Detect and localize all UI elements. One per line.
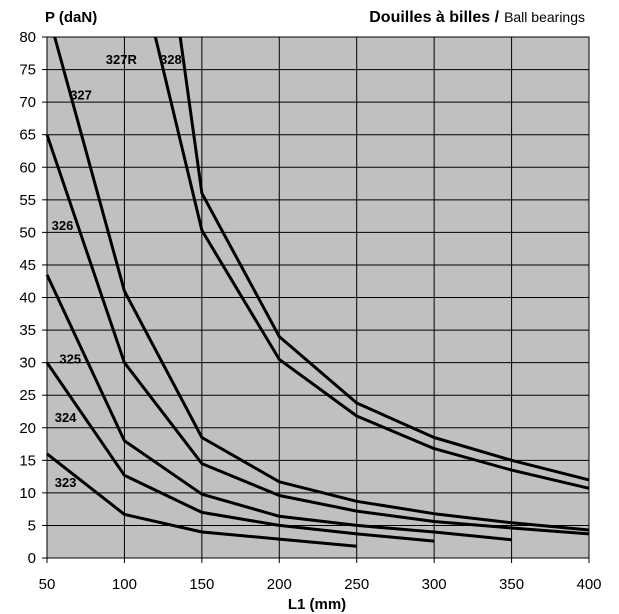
y-tick-label: 55 <box>19 192 36 209</box>
x-tick-label: 400 <box>576 576 601 593</box>
series-line-326 <box>45 134 590 536</box>
y-tick-label: 50 <box>19 224 36 241</box>
y-tick-label: 45 <box>19 257 36 274</box>
y-tick-label: 80 <box>19 29 36 46</box>
x-tick-label: 300 <box>422 576 447 593</box>
x-tick-label: 200 <box>267 576 292 593</box>
y-tick-label: 20 <box>19 420 36 437</box>
y-tick-label: 10 <box>19 485 36 502</box>
chart-title-normal: Ball bearings <box>504 9 585 25</box>
series-label-323: 323 <box>55 475 77 490</box>
x-tick-label: 250 <box>344 576 369 593</box>
y-tick-labels: 0 5 10 15 20 25 30 35 40 45 50 55 60 65 70 75 80 <box>19 29 36 567</box>
y-tick-label: 30 <box>19 355 36 372</box>
series-label-326: 326 <box>52 218 74 233</box>
series-label-324: 324 <box>55 410 77 425</box>
series-labels: 323 324 325 326 327 327R 328 <box>52 52 182 490</box>
y-tick-label: 65 <box>19 127 36 144</box>
series-line-328 <box>178 36 590 482</box>
series-label-328: 328 <box>160 52 182 67</box>
series-label-327R: 327R <box>106 52 138 67</box>
series-line-327R <box>153 36 590 490</box>
y-tick-label: 75 <box>19 62 36 79</box>
x-tick-label: 50 <box>39 576 56 593</box>
chart-title: Douilles à billes / Ball bearings <box>369 9 585 26</box>
series-label-325: 325 <box>59 351 81 366</box>
x-tick-labels: 50 100 150 200 250 300 350 400 <box>39 576 602 593</box>
y-tick-label: 0 <box>28 550 36 567</box>
chart-title-bold: Douilles à billes / <box>369 9 499 26</box>
x-axis-title: L1 (mm) <box>288 596 346 613</box>
series-line-327 <box>53 36 590 532</box>
y-tick-label: 60 <box>19 159 36 176</box>
series-line-325 <box>45 274 512 542</box>
series-line-323 <box>46 452 357 548</box>
y-tick-label: 35 <box>19 322 36 339</box>
series-label-327: 327 <box>70 88 92 103</box>
y-tick-label: 70 <box>19 94 36 111</box>
x-tick-label: 100 <box>112 576 137 593</box>
x-tick-label: 350 <box>499 576 524 593</box>
y-tick-label: 5 <box>28 517 36 534</box>
y-tick-label: 15 <box>19 452 36 469</box>
x-tick-label: 150 <box>189 576 214 593</box>
series-lines <box>45 36 590 548</box>
y-tick-label: 25 <box>19 387 36 404</box>
y-tick-label: 40 <box>19 290 36 307</box>
grid-lines <box>42 36 590 563</box>
y-axis-title: P (daN) <box>45 9 97 26</box>
series-line-324 <box>45 361 435 543</box>
